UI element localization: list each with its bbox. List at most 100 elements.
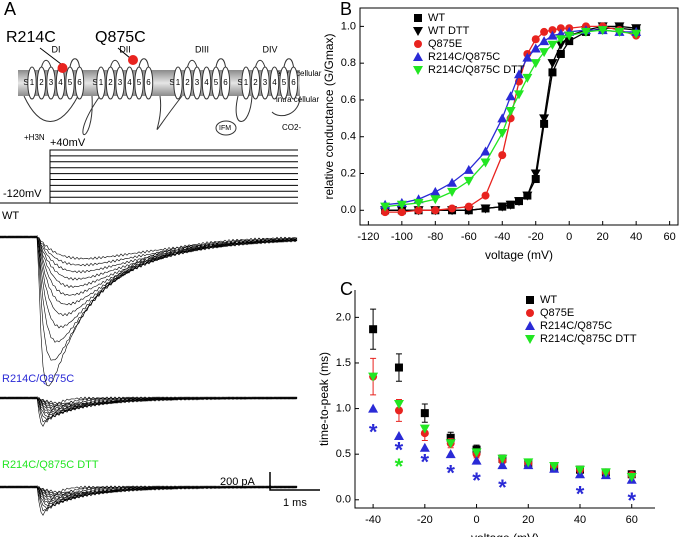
marker: [614, 27, 625, 37]
marker: [514, 90, 524, 100]
legend-marker: [413, 27, 423, 36]
marker: [498, 151, 507, 160]
marker: [447, 187, 458, 197]
legend-marker: [413, 52, 423, 61]
protocol-step: [49, 184, 298, 203]
legend-marker: [413, 66, 423, 75]
marker: [540, 27, 549, 36]
marker: [481, 191, 490, 200]
marker: [381, 208, 390, 217]
x-tick-label: 0: [566, 231, 572, 243]
segment-label: 1: [176, 78, 181, 87]
marker: [580, 27, 591, 37]
mutation-site: [57, 63, 68, 73]
mutation-site: [128, 55, 138, 65]
legend-marker: [526, 296, 534, 304]
protocol-step: [49, 149, 298, 203]
marker: [549, 462, 560, 472]
helix: [96, 66, 106, 100]
protocol-label: -120mV: [3, 188, 42, 200]
y-tick-label: 1.0: [336, 402, 351, 414]
legend-marker: [525, 321, 535, 330]
marker: [369, 325, 378, 334]
marker: [522, 52, 533, 62]
annotation: *: [472, 468, 481, 493]
extracellular-loop: [41, 58, 80, 68]
y-axis-label: relative conductance (G/Gmax): [322, 33, 336, 199]
segment-label: 2: [185, 78, 190, 87]
annotation: *: [446, 461, 455, 486]
segment-label: 3: [263, 78, 268, 87]
marker: [555, 35, 566, 45]
marker: [539, 114, 550, 124]
marker: [530, 59, 541, 69]
marker: [419, 424, 430, 434]
marker: [394, 406, 403, 415]
segment-label: 3: [195, 78, 200, 87]
legend-marker: [526, 309, 534, 317]
x-tick-label: 40: [574, 514, 586, 526]
marker: [548, 68, 557, 77]
extracellular-loop: [187, 58, 226, 68]
marker: [497, 202, 508, 212]
marker: [480, 158, 491, 168]
marker: [480, 204, 491, 214]
annotation: *: [395, 454, 404, 479]
marker: [626, 472, 637, 482]
marker: [397, 208, 406, 217]
mutation-label: Q875C: [95, 29, 146, 46]
x-tick-label: -40: [494, 231, 510, 243]
marker: [394, 363, 403, 372]
helix: [269, 66, 280, 100]
x-tick-label: 40: [630, 231, 642, 243]
decoration: [0, 149, 298, 516]
x-axis-label: voltage (mV): [485, 248, 553, 262]
marker: [419, 442, 430, 452]
marker: [531, 35, 540, 44]
x-tick-label: 20: [597, 231, 609, 243]
legend-label: WT: [540, 294, 557, 306]
marker: [565, 37, 574, 46]
current-trace: [0, 485, 298, 504]
panel-label: C: [340, 279, 353, 299]
marker: [539, 48, 550, 58]
marker: [555, 40, 566, 50]
marker: [497, 113, 508, 123]
terminus-label: CO2-: [282, 123, 301, 132]
legend-label: R214C/Q875C DTT: [540, 333, 637, 345]
protocol-step: [49, 173, 298, 203]
current-trace: [0, 485, 298, 516]
marker: [393, 430, 404, 440]
marker: [547, 59, 558, 69]
y-tick-label: 1.0: [341, 20, 356, 32]
marker: [547, 30, 558, 40]
segment-label: 5: [68, 78, 73, 87]
x-tick-label: 60: [626, 514, 638, 526]
x-tick-label: 60: [664, 231, 676, 243]
domain-label: DIII: [195, 44, 209, 54]
extracellular-loop: [255, 58, 294, 68]
segment-label: 4: [204, 78, 209, 87]
marker: [556, 49, 565, 58]
helix: [27, 66, 37, 100]
x-tick-label: -80: [427, 231, 443, 243]
legend-label: Q875E: [540, 307, 574, 319]
segment-prefix: S: [169, 78, 174, 87]
legend-marker: [525, 335, 535, 344]
segment-label: 2: [253, 78, 258, 87]
marker: [539, 36, 550, 46]
segment-prefix: S: [92, 78, 97, 87]
protocol-label: +40mV: [50, 137, 86, 149]
marker: [445, 449, 456, 459]
domain-label: DI: [52, 44, 61, 54]
legend-label: Q875E: [428, 38, 462, 50]
helix: [201, 66, 212, 100]
trace-label: WT: [2, 210, 19, 222]
y-tick-label: 0.0: [341, 204, 356, 216]
marker: [600, 468, 611, 478]
y-tick-label: 0.0: [336, 494, 351, 506]
marker: [531, 175, 540, 184]
marker: [464, 202, 473, 211]
panel-label: A: [4, 0, 16, 19]
